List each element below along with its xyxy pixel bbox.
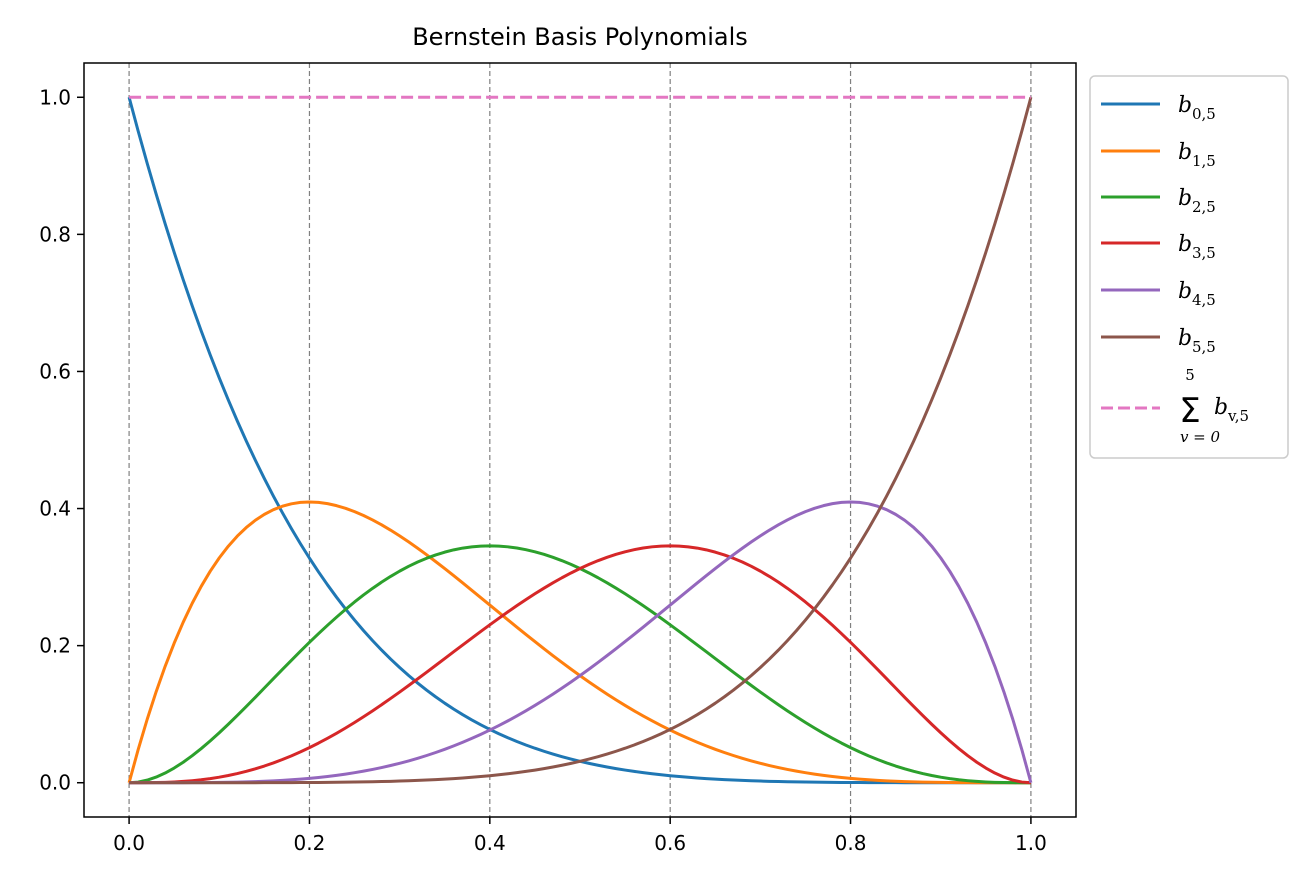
series-layer [127,95,1033,785]
legend-label-0: b [1178,93,1192,118]
y-tick-label-5: 1.0 [39,85,71,109]
legend-subscript-5: 5,5 [1192,338,1216,356]
legend-subscript-1: 1,5 [1192,152,1216,170]
legend-subscript-2: 2,5 [1192,198,1216,216]
legend-box [1089,75,1289,459]
grid-layer [128,63,1032,817]
legend-sum-lower: v = 0 [1180,428,1221,446]
ticks-layer: 0.0 0.2 0.4 0.6 0.8 1.0 0.0 0.2 0.4 0.6 0.8 1.0 [39,85,1047,855]
y-tick-label-1: 0.2 [39,634,71,658]
legend-label-3: b [1178,232,1192,257]
legend-subscript-6: v,5 [1227,407,1249,425]
x-tick-label-0: 0.0 [113,831,145,855]
y-tick-label-3: 0.6 [39,359,71,383]
y-tick-label-4: 0.8 [39,222,71,246]
x-tick-label-2: 0.4 [474,831,506,855]
legend-subscript-4: 4,5 [1192,291,1216,309]
legend-label-1: b [1178,140,1192,165]
x-tick-label-3: 0.6 [654,831,686,855]
legend-sum-symbol: Σ [1179,391,1200,431]
legend-label-4: b [1178,279,1192,304]
legend-label-2: b [1178,186,1192,211]
y-tick-label-2: 0.4 [39,497,71,521]
legend-subscript-3: 3,5 [1192,244,1216,262]
legend-label-5: b [1178,326,1192,351]
series-line-5 [129,96,1033,785]
plot-frame [83,62,1077,818]
x-tick-label-1: 0.2 [294,831,326,855]
x-tick-label-5: 1.0 [1015,831,1047,855]
y-tick-label-0: 0.0 [39,771,71,795]
legend-label-6: b [1214,395,1228,420]
chart-title: Bernstein Basis Polynomials [412,23,748,51]
series-line-3 [129,544,1032,785]
x-tick-label-4: 0.8 [835,831,867,855]
legend-sum-upper: 5 [1185,366,1195,384]
legend-subscript-0: 0,5 [1192,105,1216,123]
